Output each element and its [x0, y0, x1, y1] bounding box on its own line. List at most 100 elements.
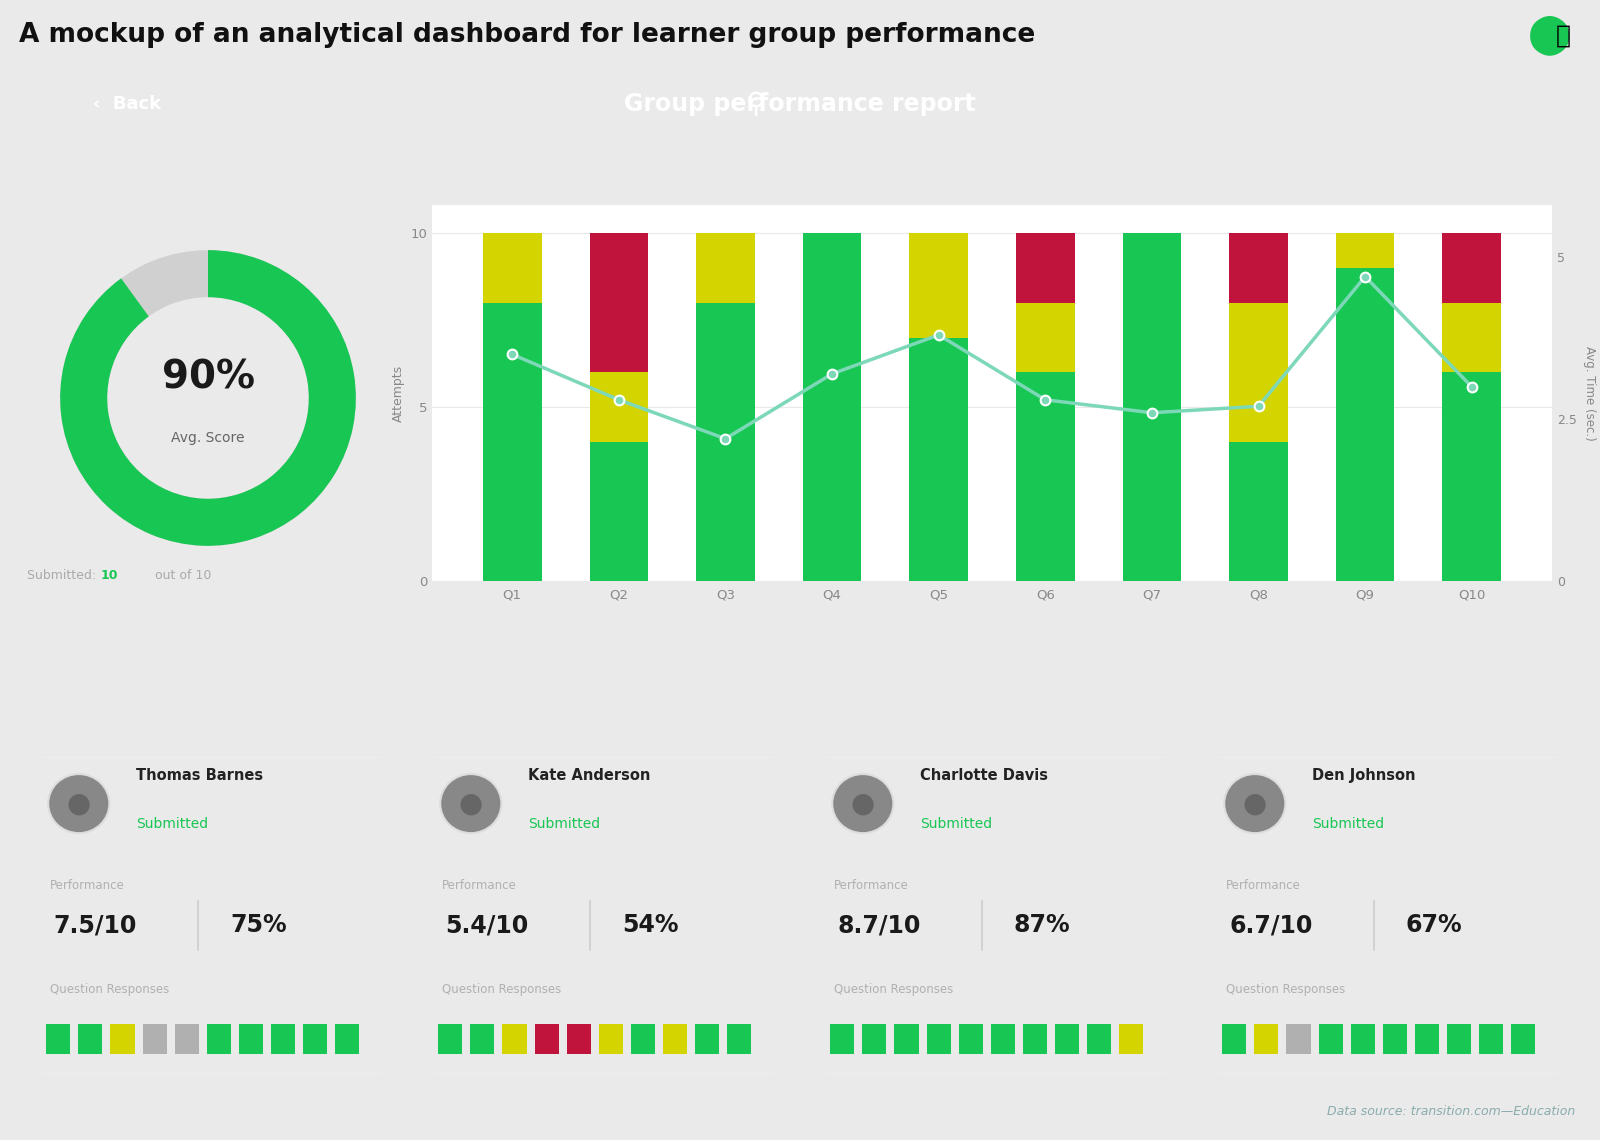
- FancyBboxPatch shape: [46, 1025, 70, 1053]
- Bar: [909, 337, 968, 581]
- Text: Den Johnson: Den Johnson: [1312, 768, 1416, 783]
- FancyBboxPatch shape: [534, 1025, 558, 1053]
- Bar: [1443, 373, 1501, 581]
- Text: 7.5/10: 7.5/10: [53, 913, 138, 937]
- FancyBboxPatch shape: [1118, 1025, 1142, 1053]
- FancyBboxPatch shape: [630, 1025, 654, 1053]
- Y-axis label: Attempts: Attempts: [392, 365, 405, 422]
- Text: Question Responses: Question Responses: [834, 983, 954, 996]
- Circle shape: [1224, 774, 1285, 833]
- Bar: [1443, 233, 1501, 303]
- FancyBboxPatch shape: [1286, 1025, 1310, 1053]
- FancyBboxPatch shape: [1054, 1025, 1078, 1053]
- Text: ⬤: ⬤: [1528, 16, 1571, 55]
- FancyBboxPatch shape: [110, 1025, 134, 1053]
- Text: Submitted: Submitted: [136, 817, 208, 831]
- Bar: [909, 233, 968, 337]
- Wedge shape: [61, 250, 355, 546]
- Bar: [589, 373, 648, 442]
- Bar: [696, 303, 755, 581]
- FancyBboxPatch shape: [662, 1025, 686, 1053]
- Text: Charlotte Davis: Charlotte Davis: [920, 768, 1048, 783]
- Text: 10: 10: [101, 569, 118, 583]
- FancyBboxPatch shape: [830, 1025, 854, 1053]
- Text: Question Responses: Question Responses: [442, 983, 562, 996]
- Bar: [1016, 303, 1075, 373]
- Text: Data source: transition.com—Education: Data source: transition.com—Education: [1326, 1105, 1576, 1118]
- Circle shape: [832, 774, 893, 833]
- Text: Question Responses: Question Responses: [50, 983, 170, 996]
- Text: Performance: Performance: [50, 879, 125, 891]
- FancyBboxPatch shape: [1414, 1025, 1438, 1053]
- FancyBboxPatch shape: [1022, 1025, 1046, 1053]
- Text: ⚲: ⚲: [746, 90, 766, 117]
- FancyBboxPatch shape: [1086, 1025, 1110, 1053]
- Text: Performance: Performance: [1226, 879, 1301, 891]
- Bar: [589, 442, 648, 581]
- FancyBboxPatch shape: [726, 1025, 750, 1053]
- Bar: [1443, 303, 1501, 373]
- FancyBboxPatch shape: [1222, 1025, 1246, 1053]
- FancyBboxPatch shape: [142, 1025, 166, 1053]
- Y-axis label: Avg. Time (sec.): Avg. Time (sec.): [1582, 345, 1597, 441]
- Bar: [1336, 268, 1395, 581]
- FancyBboxPatch shape: [1510, 1025, 1534, 1053]
- Text: 54%: 54%: [622, 913, 678, 937]
- FancyBboxPatch shape: [566, 1025, 590, 1053]
- FancyBboxPatch shape: [694, 1025, 718, 1053]
- Text: Submitted: Submitted: [920, 817, 992, 831]
- Bar: [483, 233, 541, 303]
- Bar: [696, 233, 755, 303]
- Text: 67%: 67%: [1406, 913, 1462, 937]
- FancyBboxPatch shape: [206, 1025, 230, 1053]
- Text: Group performance report: Group performance report: [624, 91, 976, 116]
- Text: 8.7/10: 8.7/10: [838, 913, 922, 937]
- FancyBboxPatch shape: [1254, 1025, 1278, 1053]
- Text: ●: ●: [1243, 790, 1267, 817]
- FancyBboxPatch shape: [598, 1025, 622, 1053]
- Text: Performance: Performance: [442, 879, 517, 891]
- FancyBboxPatch shape: [1478, 1025, 1502, 1053]
- Circle shape: [440, 774, 501, 833]
- FancyBboxPatch shape: [926, 1025, 950, 1053]
- Text: ●: ●: [851, 790, 875, 817]
- Text: Performance: Performance: [834, 879, 909, 891]
- Text: 🌿: 🌿: [1557, 23, 1571, 48]
- Bar: [1229, 303, 1288, 442]
- Text: Question Responses: Question Responses: [1226, 983, 1346, 996]
- Text: Submitted: Submitted: [1312, 817, 1384, 831]
- Text: Avg. Score: Avg. Score: [171, 431, 245, 446]
- Wedge shape: [61, 250, 355, 546]
- FancyBboxPatch shape: [238, 1025, 262, 1053]
- FancyBboxPatch shape: [862, 1025, 886, 1053]
- FancyBboxPatch shape: [270, 1025, 294, 1053]
- Text: Kate Anderson: Kate Anderson: [528, 768, 651, 783]
- Bar: [1229, 442, 1288, 581]
- FancyBboxPatch shape: [174, 1025, 198, 1053]
- FancyBboxPatch shape: [502, 1025, 526, 1053]
- FancyBboxPatch shape: [470, 1025, 494, 1053]
- Circle shape: [48, 774, 109, 833]
- Text: 75%: 75%: [230, 913, 286, 937]
- Text: A mockup of an analytical dashboard for learner group performance: A mockup of an analytical dashboard for …: [19, 23, 1035, 48]
- FancyBboxPatch shape: [438, 1025, 462, 1053]
- Text: out of 10: out of 10: [150, 569, 211, 583]
- FancyBboxPatch shape: [894, 1025, 918, 1053]
- FancyBboxPatch shape: [334, 1025, 358, 1053]
- FancyBboxPatch shape: [990, 1025, 1014, 1053]
- Bar: [483, 303, 541, 581]
- Text: Submitted:: Submitted:: [27, 569, 101, 583]
- Text: ●: ●: [67, 790, 91, 817]
- Bar: [1336, 233, 1395, 268]
- Text: 6.7/10: 6.7/10: [1229, 913, 1314, 937]
- FancyBboxPatch shape: [958, 1025, 982, 1053]
- Text: ‹  Back: ‹ Back: [93, 95, 162, 113]
- FancyBboxPatch shape: [302, 1025, 326, 1053]
- Bar: [1016, 373, 1075, 581]
- Bar: [1123, 233, 1181, 581]
- Bar: [1016, 233, 1075, 303]
- Text: Submitted: Submitted: [528, 817, 600, 831]
- FancyBboxPatch shape: [1318, 1025, 1342, 1053]
- Text: 87%: 87%: [1014, 913, 1070, 937]
- Bar: [1229, 233, 1288, 303]
